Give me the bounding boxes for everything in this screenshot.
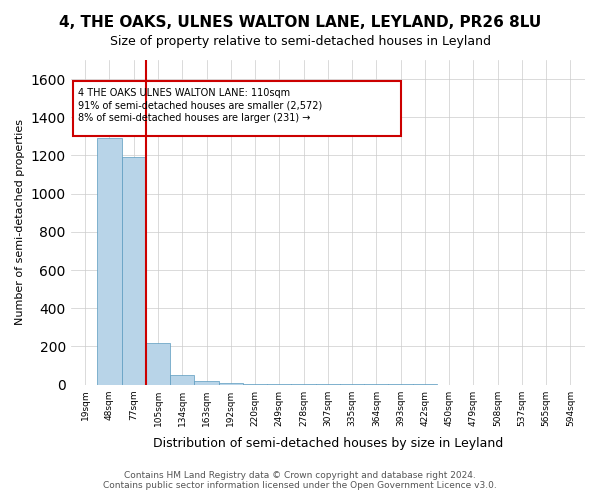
Bar bbox=[146, 342, 170, 384]
FancyBboxPatch shape bbox=[73, 81, 401, 136]
Text: 4, THE OAKS, ULNES WALTON LANE, LEYLAND, PR26 8LU: 4, THE OAKS, ULNES WALTON LANE, LEYLAND,… bbox=[59, 15, 541, 30]
Text: Contains HM Land Registry data © Crown copyright and database right 2024.
Contai: Contains HM Land Registry data © Crown c… bbox=[103, 470, 497, 490]
Bar bbox=[170, 375, 194, 384]
Text: 4 THE OAKS ULNES WALTON LANE: 110sqm: 4 THE OAKS ULNES WALTON LANE: 110sqm bbox=[78, 88, 290, 98]
Y-axis label: Number of semi-detached properties: Number of semi-detached properties bbox=[15, 120, 25, 326]
Bar bbox=[122, 158, 146, 384]
Bar bbox=[218, 382, 243, 384]
Bar bbox=[194, 381, 218, 384]
Text: Size of property relative to semi-detached houses in Leyland: Size of property relative to semi-detach… bbox=[110, 35, 491, 48]
Text: 8% of semi-detached houses are larger (231) →: 8% of semi-detached houses are larger (2… bbox=[78, 112, 310, 122]
X-axis label: Distribution of semi-detached houses by size in Leyland: Distribution of semi-detached houses by … bbox=[153, 437, 503, 450]
Text: 91% of semi-detached houses are smaller (2,572): 91% of semi-detached houses are smaller … bbox=[78, 100, 322, 110]
Bar bbox=[97, 138, 122, 384]
